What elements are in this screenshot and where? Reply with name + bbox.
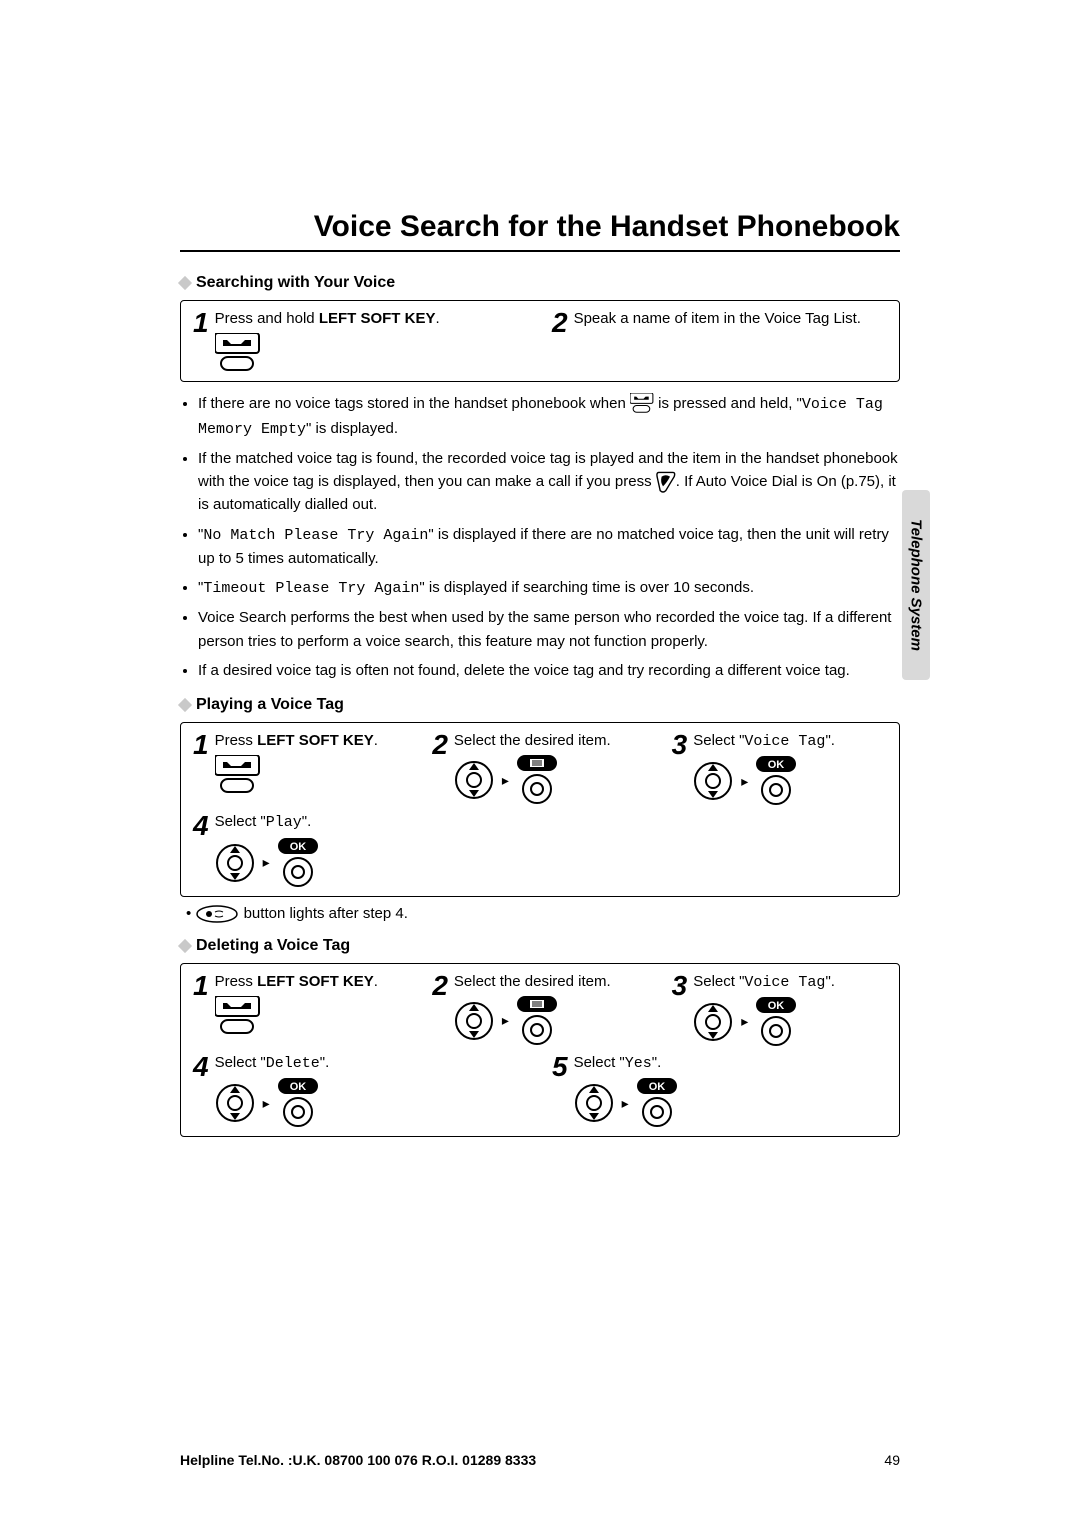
delete-step-4: 4 Select "Delete". ▸	[193, 1053, 528, 1128]
bullet-item: "Timeout Please Try Again" is displayed …	[198, 576, 900, 600]
search-step-2: 2 Speak a name of item in the Voice Tag …	[552, 309, 887, 373]
section-play-head: Playing a Voice Tag	[180, 696, 900, 714]
play-step-1: 1 Press LEFT SOFT KEY.	[193, 731, 408, 806]
center-button-icon	[521, 1014, 553, 1046]
step1-bold: LEFT SOFT KEY	[319, 310, 436, 327]
center-button-icon	[282, 1096, 314, 1128]
menu-button-icon	[517, 755, 557, 771]
mic-icon	[195, 905, 239, 923]
diamond-icon	[178, 698, 192, 712]
arrow-icon: ▸	[741, 772, 748, 791]
center-button-icon	[641, 1096, 673, 1128]
arrow-icon: ▸	[502, 1011, 509, 1030]
arrow-icon: ▸	[263, 853, 270, 872]
nav-icon	[454, 760, 494, 800]
bullet-item: If a desired voice tag is often not foun…	[198, 659, 900, 682]
menu-button-icon	[517, 996, 557, 1012]
nav-icon	[693, 761, 733, 801]
section-delete-label: Deleting a Voice Tag	[196, 937, 350, 955]
delete-step-1: 1 Press LEFT SOFT KEY.	[193, 972, 408, 1047]
section-play-label: Playing a Voice Tag	[196, 696, 344, 714]
play-step-3: 3 Select "Voice Tag". ▸	[672, 731, 887, 806]
nav-icon	[693, 1002, 733, 1042]
section-searching-label: Searching with Your Voice	[196, 274, 395, 292]
center-button-icon	[760, 1015, 792, 1047]
helpline-text: Helpline Tel.No. :U.K. 08700 100 076 R.O…	[180, 1452, 536, 1468]
bullet-item: If the matched voice tag is found, the r…	[198, 447, 900, 517]
search-step-1: 1 Press and hold LEFT SOFT KEY.	[193, 309, 528, 373]
step1-text-post: .	[435, 310, 439, 327]
page-title-wrap: Voice Search for the Handset Phonebook	[180, 210, 900, 252]
softkey-icon	[215, 755, 261, 795]
step1-text-pre: Press and hold	[215, 310, 319, 327]
ok-button-icon	[278, 1078, 318, 1094]
step-number: 1	[193, 309, 209, 337]
ok-button-icon	[278, 838, 318, 854]
footer: Helpline Tel.No. :U.K. 08700 100 076 R.O…	[180, 1452, 900, 1468]
arrow-icon: ▸	[263, 1094, 270, 1113]
side-tab: Telephone System	[902, 490, 930, 680]
search-bullets: If there are no voice tags stored in the…	[180, 392, 900, 682]
bullet-item: "No Match Please Try Again" is displayed…	[198, 523, 900, 571]
arrow-icon: ▸	[622, 1094, 629, 1113]
ok-button-icon	[756, 756, 796, 772]
diamond-icon	[178, 938, 192, 952]
searching-steps-box: 1 Press and hold LEFT SOFT KEY. 2 Speak …	[180, 300, 900, 382]
page-number: 49	[884, 1452, 900, 1468]
section-searching-head: Searching with Your Voice	[180, 274, 900, 292]
nav-icon	[454, 1001, 494, 1041]
talk-icon	[656, 471, 676, 493]
center-button-icon	[521, 773, 553, 805]
ok-button-icon	[637, 1078, 677, 1094]
softkey-icon	[215, 333, 261, 373]
diamond-icon	[178, 276, 192, 290]
step-number: 2	[552, 309, 568, 337]
delete-step-3: 3 Select "Voice Tag". ▸	[672, 972, 887, 1047]
delete-step-2: 2 Select the desired item. ▸	[432, 972, 647, 1047]
delete-step-5: 5 Select "Yes". ▸	[552, 1053, 887, 1128]
page-title: Voice Search for the Handset Phonebook	[180, 210, 900, 244]
nav-icon	[574, 1083, 614, 1123]
center-button-icon	[760, 774, 792, 806]
softkey-icon	[215, 996, 261, 1036]
ok-button-icon	[756, 997, 796, 1013]
arrow-icon: ▸	[741, 1012, 748, 1031]
bullet-item: Voice Search performs the best when used…	[198, 606, 900, 653]
section-delete-head: Deleting a Voice Tag	[180, 937, 900, 955]
center-button-icon	[282, 856, 314, 888]
play-step-4: 4 Select "Play". ▸	[193, 812, 887, 887]
softkey-icon	[630, 393, 654, 415]
play-note: • button lights after step 4.	[180, 905, 900, 923]
nav-icon	[215, 843, 255, 883]
bullet-item: If there are no voice tags stored in the…	[198, 392, 900, 441]
nav-icon	[215, 1083, 255, 1123]
play-steps-box: 1 Press LEFT SOFT KEY. 2 Select the desi…	[180, 722, 900, 897]
step2-text: Speak a name of item in the Voice Tag Li…	[574, 309, 861, 329]
play-step-2: 2 Select the desired item. ▸	[432, 731, 647, 806]
arrow-icon: ▸	[502, 771, 509, 790]
delete-steps-box: 1 Press LEFT SOFT KEY. 2 Select the desi…	[180, 963, 900, 1138]
